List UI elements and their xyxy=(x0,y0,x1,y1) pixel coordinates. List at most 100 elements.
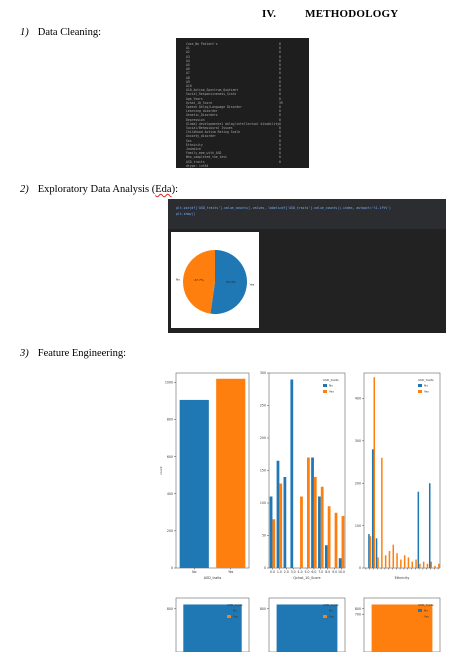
bar xyxy=(375,538,378,568)
x-tick-label: 10.0 xyxy=(338,570,345,574)
console-row-value: 0 xyxy=(279,130,281,135)
console-row-name: A7 xyxy=(186,71,190,76)
legend-label: Yes xyxy=(329,615,334,619)
console-row-value: 0 xyxy=(279,142,281,147)
console-row-value: 0 xyxy=(279,46,281,51)
console-row-name: A10_Autism_Spectrum_Quotient xyxy=(186,88,239,93)
console-row-value: 0 xyxy=(279,58,281,63)
bar xyxy=(371,449,374,568)
y-tick-label: 0 xyxy=(171,566,173,570)
bar xyxy=(183,604,242,652)
legend-label: No xyxy=(329,609,333,613)
bar xyxy=(430,561,433,568)
bar xyxy=(392,544,395,568)
console-row-value: 0 xyxy=(279,75,281,80)
y-tick-label: 250 xyxy=(260,404,266,408)
x-tick-label: 2.0 xyxy=(284,570,289,574)
legend-title: ASD_traits xyxy=(227,603,243,607)
console-row-value: 0 xyxy=(279,147,281,151)
x-axis-label: ASD_traits xyxy=(204,576,222,580)
legend-swatch xyxy=(418,390,422,393)
console-row-name: Who_completed_the_test xyxy=(186,155,227,160)
bar xyxy=(324,545,328,568)
legend-title: ASD_traits xyxy=(323,603,339,607)
console-row-value: 0 xyxy=(279,151,281,156)
y-tick-label: 1000 xyxy=(165,380,173,384)
bar xyxy=(417,491,420,568)
x-tick-label: 5.0 xyxy=(304,570,309,574)
bar xyxy=(318,496,321,568)
console-row-value: 0 xyxy=(279,109,281,114)
legend-label: No xyxy=(424,384,428,388)
console-row-name: A2 xyxy=(186,50,190,55)
x-tick-label: 3.0 xyxy=(291,570,296,574)
console-row-value: 0 xyxy=(279,96,281,101)
console-row-name: Genetic_Disorders xyxy=(186,113,218,118)
legend-label: Yes xyxy=(424,615,429,619)
console-row-value: 0 xyxy=(279,155,281,160)
legend-swatch xyxy=(323,609,327,612)
pie-value-label: 47.7% xyxy=(194,278,204,282)
y-tick-label: 100 xyxy=(260,501,266,505)
y-axis-label: count xyxy=(160,465,163,474)
bar xyxy=(368,534,370,568)
x-axis-label: Qchat_10_Score xyxy=(293,576,320,580)
bar xyxy=(434,565,436,568)
console-row-value: 0 xyxy=(279,138,281,143)
console-row-value: 0 xyxy=(279,159,281,164)
legend-label: No xyxy=(233,609,237,613)
legend-swatch xyxy=(418,384,422,387)
console-row-name: A4 xyxy=(186,58,190,63)
bar xyxy=(269,496,273,568)
subsection-title: Feature Engineering: xyxy=(37,348,127,359)
x-tick-label: 8.0 xyxy=(325,570,330,574)
bar xyxy=(415,559,417,568)
bar xyxy=(320,486,324,568)
y-tick-label: 800 xyxy=(167,418,173,422)
console-row-value: 0 xyxy=(279,67,281,72)
bar xyxy=(400,559,402,568)
console-row-name: Global developmental delay/intellectual … xyxy=(186,121,280,126)
bar xyxy=(327,506,331,568)
subsection-eda: 2) Exploratory Data Analysis (Eda): xyxy=(20,184,178,195)
console-row-value: 0 xyxy=(279,121,281,126)
y-tick-label: 800 xyxy=(167,607,173,611)
heading-title: METHODOLOGY xyxy=(305,8,399,20)
subsection-number: 2) xyxy=(20,184,29,195)
x-axis-label: Ethnicity xyxy=(395,576,410,580)
bar xyxy=(311,457,314,568)
pie-chart: 52.3% Yes 47.7% No xyxy=(176,250,255,314)
legend-label: No xyxy=(424,609,428,613)
console-row-name: A6 xyxy=(186,67,190,72)
y-axis-label: count xyxy=(350,465,351,474)
legend-label: Yes xyxy=(424,390,429,394)
console-row-value: 0 xyxy=(279,105,281,109)
y-tick-label: 800 xyxy=(260,607,266,611)
bar xyxy=(369,536,372,568)
console-row-name: A1 xyxy=(186,46,190,51)
console-row-name: A8 xyxy=(186,75,190,80)
console-row-value: 0 xyxy=(279,42,281,46)
bar xyxy=(279,483,283,568)
y-tick-label: 150 xyxy=(260,469,266,473)
plot-frame xyxy=(175,372,250,569)
spellcheck-underlined-word: Eda xyxy=(155,184,172,195)
x-tick-label: 4.0 xyxy=(298,570,303,574)
console-row-name: ASD_traits xyxy=(186,159,205,164)
bar xyxy=(338,558,342,568)
y-tick-label: 300 xyxy=(355,439,361,443)
code-line: plt.show() xyxy=(176,212,196,216)
legend-label: Yes xyxy=(329,390,334,394)
x-tick-label: No xyxy=(192,570,196,574)
pie-label: No xyxy=(176,277,180,281)
legend-swatch xyxy=(323,384,327,387)
bar xyxy=(313,477,317,568)
bar xyxy=(403,555,406,568)
bar xyxy=(276,604,338,652)
console-row-name: Family_mem_with_ASD xyxy=(186,151,222,156)
legend-swatch xyxy=(418,609,422,612)
console-row-name: A10 xyxy=(186,84,192,88)
figure-panel-partial: 800 ASD_traits No Yes xyxy=(255,590,348,653)
figure-panel-qchat: 0 50 100 150 200 250 300 count 0.01.02.03.04.05.… xyxy=(252,365,348,583)
